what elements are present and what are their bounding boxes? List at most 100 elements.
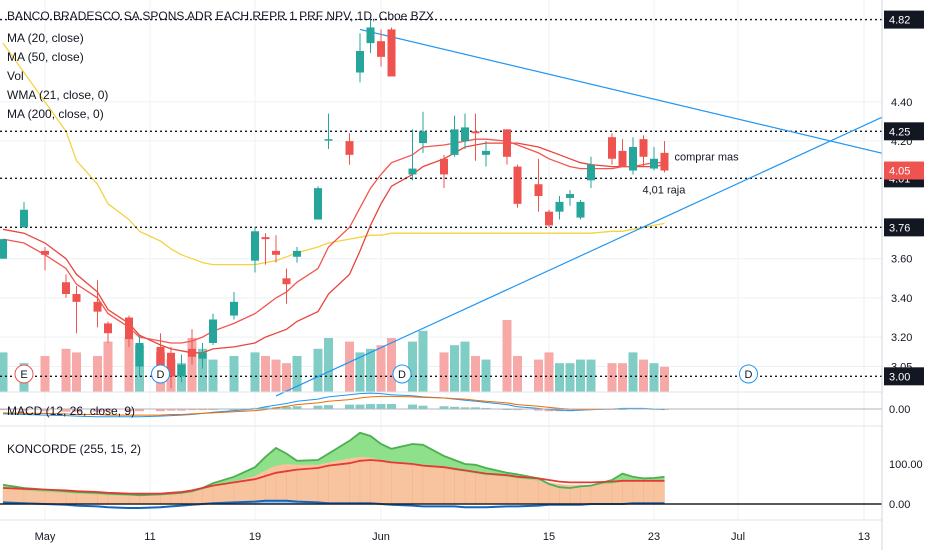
candle-body (0, 239, 7, 259)
level-tag-label: 4.82 (889, 15, 910, 27)
macd-hist-bar (408, 404, 417, 409)
volume-bar (229, 356, 239, 392)
macd-label[interactable]: MACD (12, 26, close, 9) (7, 404, 136, 418)
volume-bar (72, 352, 81, 392)
macd-hist-bar (324, 405, 333, 409)
time-axis-label: 15 (543, 531, 555, 543)
candle-body (587, 164, 595, 181)
volume-bar (208, 359, 218, 392)
macd-hist-bar (103, 409, 113, 412)
koncorde-axis-tick-100: 100.00 (889, 459, 923, 471)
candle-body (62, 282, 70, 294)
volume-bar (639, 359, 648, 392)
macd-hist-bar (93, 409, 102, 412)
macd-hist-bar (355, 404, 365, 409)
candle-body (419, 131, 427, 144)
event-marker-label: D (398, 369, 406, 381)
legend-ma50[interactable]: MA (50, close) (7, 50, 84, 64)
macd-hist-bar (345, 404, 354, 409)
candle-body (366, 27, 375, 44)
volume-bar (313, 348, 323, 392)
macd-hist-bar (187, 409, 197, 411)
volume-bar (40, 356, 50, 392)
volume-bar (103, 341, 113, 392)
volume-bar (250, 352, 260, 392)
time-axis-label: Jun (372, 531, 390, 543)
volume-bar (660, 366, 669, 392)
time-axis-label: Jul (731, 531, 745, 543)
candle-body (440, 158, 448, 175)
macd-hist-bar (72, 409, 81, 412)
trendline-0 (275, 93, 932, 397)
candle-body (324, 139, 333, 141)
candle-body (513, 166, 522, 204)
macd-hist-bar (481, 407, 491, 409)
candle-body (608, 137, 616, 159)
price-tick-label: 3.40 (891, 293, 912, 305)
legend-ma200[interactable]: MA (200, close, 0) (7, 107, 104, 121)
ma200-line (2, 42, 665, 266)
candle-body (314, 188, 322, 220)
candle-body (104, 323, 112, 334)
volume-bar (61, 348, 71, 392)
candle-body (387, 29, 396, 77)
candle-body (156, 346, 165, 373)
volume-bar (387, 338, 396, 392)
candle-body (534, 184, 543, 196)
candle-body (566, 194, 574, 198)
event-marker-label: D (157, 369, 165, 381)
candle-body (177, 364, 186, 377)
time-axis-label: 23 (648, 531, 660, 543)
event-marker-e (14, 364, 34, 384)
macd-line (2, 392, 665, 418)
koncorde-red-line (2, 459, 665, 495)
volume-bar (376, 345, 386, 392)
volume-bar (282, 363, 291, 392)
volume-bar (649, 363, 659, 392)
macd-hist-bar (124, 409, 134, 412)
candle-body (618, 150, 627, 167)
macd-hist-bar (376, 404, 386, 409)
candle-body (272, 250, 280, 255)
volume-bar (366, 348, 375, 392)
macd-hist-bar (61, 409, 71, 412)
volume-bar (408, 341, 417, 392)
candle-body (555, 201, 564, 212)
legend-ma20[interactable]: MA (20, close) (7, 31, 84, 45)
time-axis-label: 11 (144, 531, 155, 543)
event-marker-d (392, 364, 412, 384)
level-tag-3.00 (884, 367, 924, 386)
macd-hist-bar (439, 406, 449, 409)
legend-vol[interactable]: Vol (7, 69, 24, 83)
macd-hist-bar (19, 409, 29, 411)
candle-body (20, 209, 28, 228)
volume-bar (292, 356, 302, 392)
current-price-tag (884, 161, 924, 180)
candle-body (93, 301, 102, 312)
time-axis-label: 19 (249, 531, 261, 543)
level-tag-label: 4.25 (889, 126, 910, 138)
macd-hist-bar (387, 404, 396, 409)
macd-hist-bar (282, 406, 291, 409)
koncorde-blue-line (2, 499, 665, 509)
volume-bar (261, 356, 270, 392)
macd-hist-bar (0, 409, 8, 411)
candle-body (293, 250, 301, 257)
volume-bar (555, 363, 564, 392)
candle-body (198, 352, 207, 359)
macd-axis-tick: 0.00 (889, 404, 910, 416)
event-marker-d (739, 364, 758, 384)
koncorde-label[interactable]: KONCORDE (255, 15, 2) (7, 442, 142, 456)
volume-bar (0, 352, 8, 392)
candle-body (261, 237, 270, 240)
legend-wma[interactable]: WMA (21, close, 0) (7, 88, 109, 102)
candle-body (135, 343, 144, 367)
candle-body (167, 352, 175, 377)
time-axis-label: May (35, 531, 56, 543)
volume-bar (439, 352, 449, 392)
macd-hist-bar (460, 407, 470, 409)
candle-body (650, 158, 658, 169)
macd-hist-bar (135, 409, 144, 412)
volume-bar (355, 352, 365, 392)
